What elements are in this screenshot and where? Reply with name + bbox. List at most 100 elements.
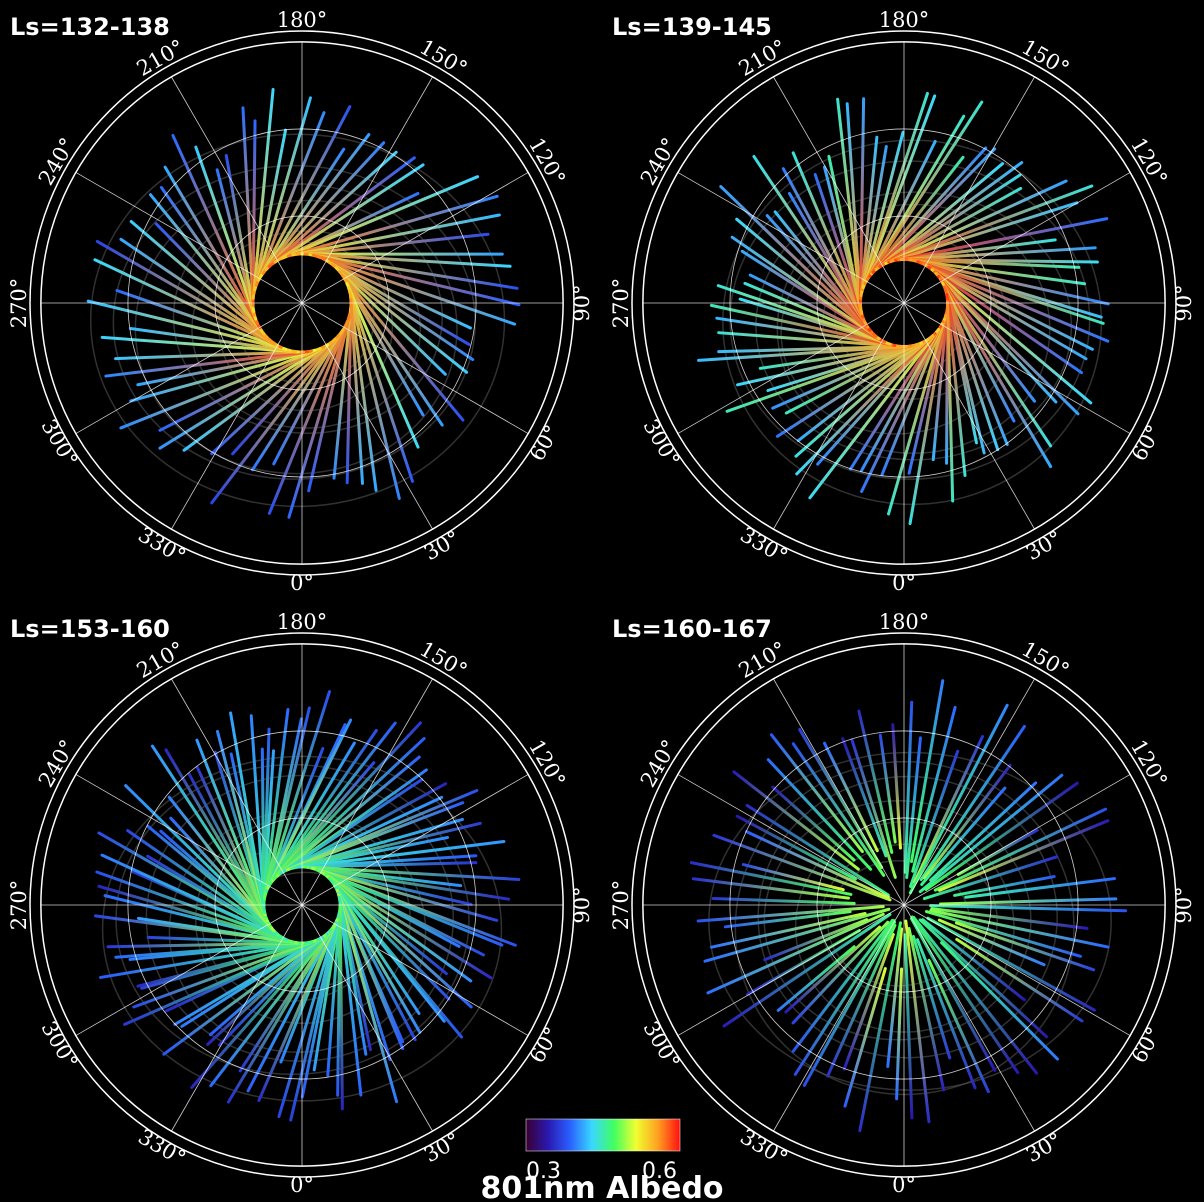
observation-track [267, 741, 356, 887]
observation-track [905, 736, 922, 879]
observation-track [945, 297, 967, 477]
observation-track [730, 235, 881, 341]
observation-track [314, 868, 504, 947]
observation-track [167, 795, 274, 930]
observation-track [735, 814, 857, 881]
outer-border-circle [29, 30, 575, 576]
observation-track [929, 781, 1038, 882]
colorbar: 0.3 0.6 801nm Albedo [480, 1118, 724, 1202]
observation-track [904, 258, 1081, 269]
observation-track [722, 912, 892, 1028]
longitude-tick-label: 150° [416, 637, 472, 683]
observation-track [231, 334, 340, 456]
observation-track [251, 328, 345, 472]
observation-track [897, 238, 1057, 262]
observation-track [769, 733, 864, 854]
observation-track [331, 263, 469, 374]
longitude-tick-label: 330° [736, 522, 792, 568]
observation-track [169, 816, 276, 933]
observation-track [337, 893, 399, 1104]
observation-track [262, 707, 290, 902]
observation-track [874, 162, 1004, 272]
observation-track [911, 934, 952, 1060]
observation-track [717, 331, 903, 348]
observation-track [937, 918, 1046, 967]
observation-track [843, 967, 887, 1108]
colorbar-min-label: 0.3 [526, 1159, 561, 1184]
observation-track [860, 322, 944, 473]
observation-track [349, 295, 378, 492]
observation-track [311, 253, 521, 307]
longitude-tick-label: 330° [134, 522, 190, 568]
longitude-spoke [301, 302, 529, 434]
observation-track [246, 921, 338, 1093]
observation-track [913, 735, 984, 884]
longitude-spoke [677, 302, 905, 434]
longitude-tick-label: 0° [892, 1173, 916, 1197]
longitude-tick-label: 90° [570, 284, 594, 321]
longitude-spoke [903, 774, 1131, 906]
observation-track [842, 932, 895, 1071]
panels-group: 0°30°60°90°120°150°180°210°240°270°300°3… [7, 8, 1196, 1197]
observation-track [136, 940, 313, 988]
longitude-spoke [903, 904, 1035, 1132]
observation-track [124, 784, 277, 934]
observation-track [162, 934, 327, 1056]
observation-track [912, 915, 1039, 1075]
longitude-tick-label: 120° [524, 134, 570, 190]
observation-track [158, 345, 326, 432]
panel-title: Ls=132-138 [10, 13, 170, 41]
observation-track [345, 281, 420, 449]
observation-track [307, 312, 352, 493]
observation-track [823, 741, 879, 853]
observation-track [136, 349, 313, 387]
longitude-spoke [171, 76, 303, 304]
observation-track [154, 222, 269, 339]
panel-title: Ls=160-167 [612, 615, 772, 643]
observation-track [908, 308, 949, 526]
observation-track [922, 855, 1059, 901]
longitude-tick-label: 150° [416, 35, 472, 81]
observation-track [798, 728, 884, 869]
observation-track [955, 937, 1084, 1023]
observation-track [850, 738, 897, 879]
observation-track [763, 918, 869, 962]
observation-track [115, 289, 288, 351]
observation-track [332, 306, 353, 480]
longitude-tick-label: 150° [1018, 637, 1074, 683]
longitude-spoke [171, 302, 303, 530]
observation-track [95, 239, 280, 347]
observation-track [689, 861, 853, 896]
observation-track [884, 179, 1068, 265]
observation-track [723, 910, 852, 929]
observation-track [930, 907, 1089, 930]
observation-track [773, 210, 872, 332]
observation-track [267, 319, 349, 515]
observation-track [934, 271, 1058, 404]
longitude-spoke [677, 774, 905, 906]
observation-track [346, 286, 414, 483]
observation-track [899, 246, 1097, 262]
observation-track [342, 277, 425, 417]
observation-track [269, 728, 378, 885]
observation-track [194, 145, 258, 321]
observation-track [941, 281, 1016, 423]
longitude-spoke [903, 172, 1131, 304]
observation-track [741, 863, 845, 892]
longitude-spoke [301, 904, 529, 1036]
observation-track [261, 133, 371, 275]
observation-track [338, 899, 363, 1097]
observation-track [706, 912, 885, 995]
colorbar-max-label: 0.6 [642, 1159, 677, 1184]
polar-panel: 0°30°60°90°120°150°180°210°240°270°300°3… [7, 610, 594, 1197]
observation-track [858, 97, 866, 304]
observation-track [257, 105, 352, 282]
observation-track [286, 801, 465, 871]
longitude-spoke [773, 76, 905, 304]
observation-track [937, 819, 1110, 892]
observation-track [776, 945, 856, 1012]
longitude-tick-label: 300° [638, 1017, 684, 1073]
observation-track [791, 151, 866, 322]
observation-track [860, 320, 945, 494]
observation-track [277, 914, 341, 1119]
